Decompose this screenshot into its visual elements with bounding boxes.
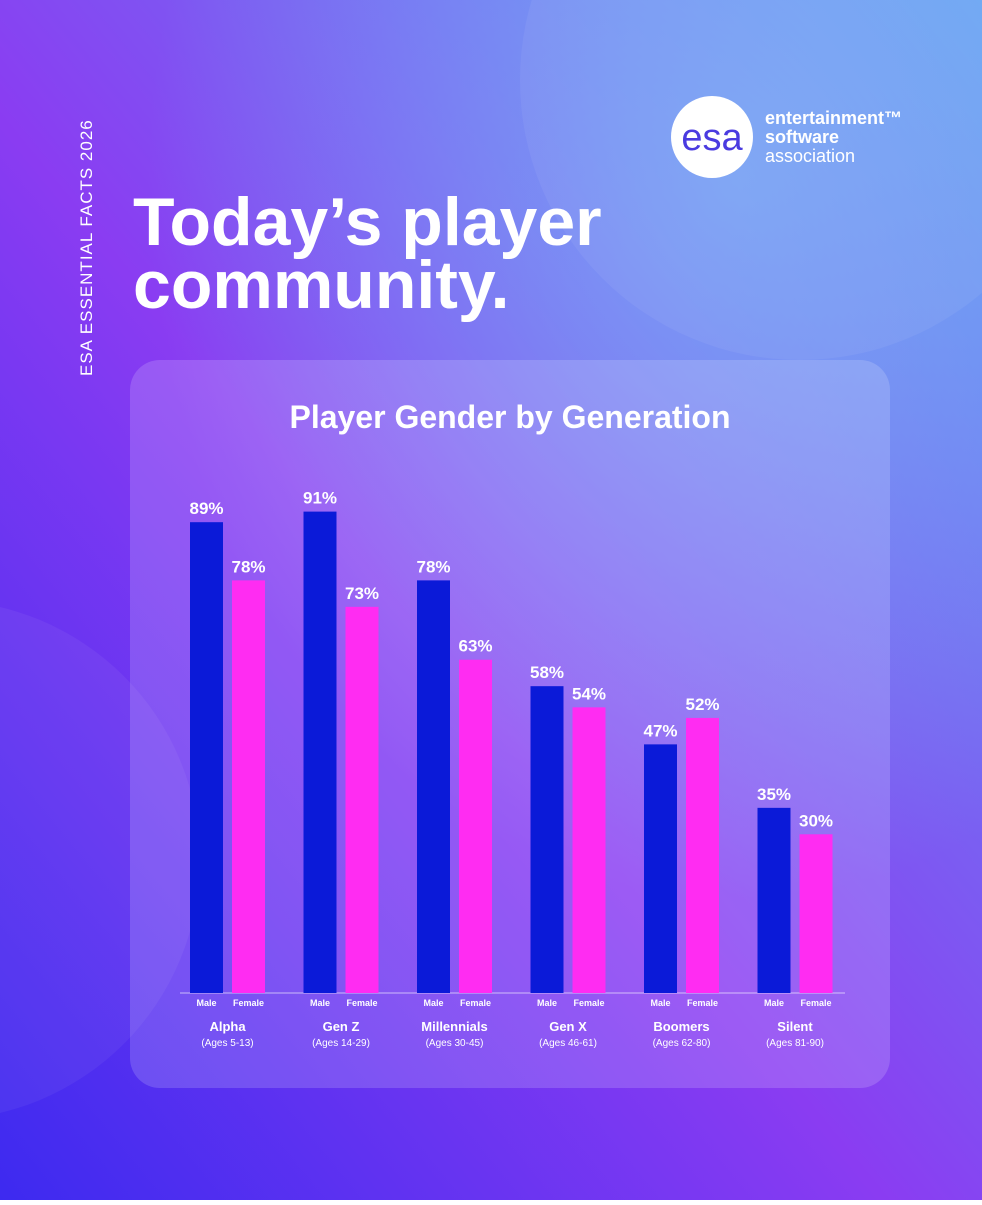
series-label: Male	[650, 998, 670, 1008]
value-label: 63%	[458, 637, 492, 656]
value-label: 73%	[345, 584, 379, 603]
bar	[799, 834, 833, 993]
decor-circle	[520, 0, 982, 360]
value-label: 58%	[530, 663, 564, 682]
value-label: 30%	[799, 811, 833, 830]
bar	[644, 744, 677, 993]
category-label: Alpha	[209, 1019, 246, 1034]
value-label: 47%	[643, 721, 677, 740]
chart-title: Player Gender by Generation	[289, 399, 730, 435]
headline: community.	[133, 247, 510, 323]
value-label: 52%	[685, 695, 719, 714]
bar	[686, 717, 719, 993]
series-label: Male	[196, 998, 216, 1008]
bar	[530, 686, 564, 993]
series-label: Male	[310, 998, 330, 1008]
logo-text: association	[765, 146, 855, 166]
logo-mark: esa	[681, 117, 743, 159]
category-label: Boomers	[653, 1019, 709, 1034]
category-label: Gen X	[549, 1019, 587, 1034]
bar	[303, 511, 337, 993]
value-label: 78%	[231, 557, 265, 576]
series-label: Female	[460, 998, 491, 1008]
series-label: Female	[573, 998, 604, 1008]
value-label: 35%	[757, 785, 791, 804]
series-label: Male	[423, 998, 443, 1008]
series-label: Female	[800, 998, 831, 1008]
category-subtitle: (Ages 81-90)	[766, 1038, 824, 1049]
logo-text: entertainment™	[765, 108, 902, 128]
category-subtitle: (Ages 5-13)	[201, 1038, 253, 1049]
bar	[757, 807, 791, 993]
bar	[190, 522, 223, 993]
logo-text: software	[765, 127, 839, 147]
bar	[345, 606, 379, 993]
value-label: 89%	[189, 499, 223, 518]
value-label: 54%	[572, 684, 606, 703]
category-label: Millennials	[421, 1019, 487, 1034]
side-label: ESA ESSENTIAL FACTS 2026	[77, 119, 96, 376]
logo-circle	[671, 96, 753, 178]
category-subtitle: (Ages 46-61)	[539, 1038, 597, 1049]
series-label: Female	[687, 998, 718, 1008]
decor-circle	[0, 607, 200, 1113]
bar	[417, 580, 450, 993]
series-label: Male	[537, 998, 557, 1008]
value-label: 78%	[416, 557, 450, 576]
series-label: Female	[346, 998, 377, 1008]
series-label: Male	[764, 998, 784, 1008]
bar	[232, 580, 265, 993]
category-label: Silent	[777, 1019, 813, 1034]
headline: Today’s player	[133, 184, 602, 260]
series-label: Female	[233, 998, 264, 1008]
category-subtitle: (Ages 62-80)	[653, 1038, 711, 1049]
bar	[572, 707, 606, 993]
category-label: Gen Z	[323, 1019, 360, 1034]
category-subtitle: (Ages 30-45)	[426, 1038, 484, 1049]
value-label: 91%	[303, 489, 337, 508]
bar	[459, 659, 492, 993]
category-subtitle: (Ages 14-29)	[312, 1038, 370, 1049]
